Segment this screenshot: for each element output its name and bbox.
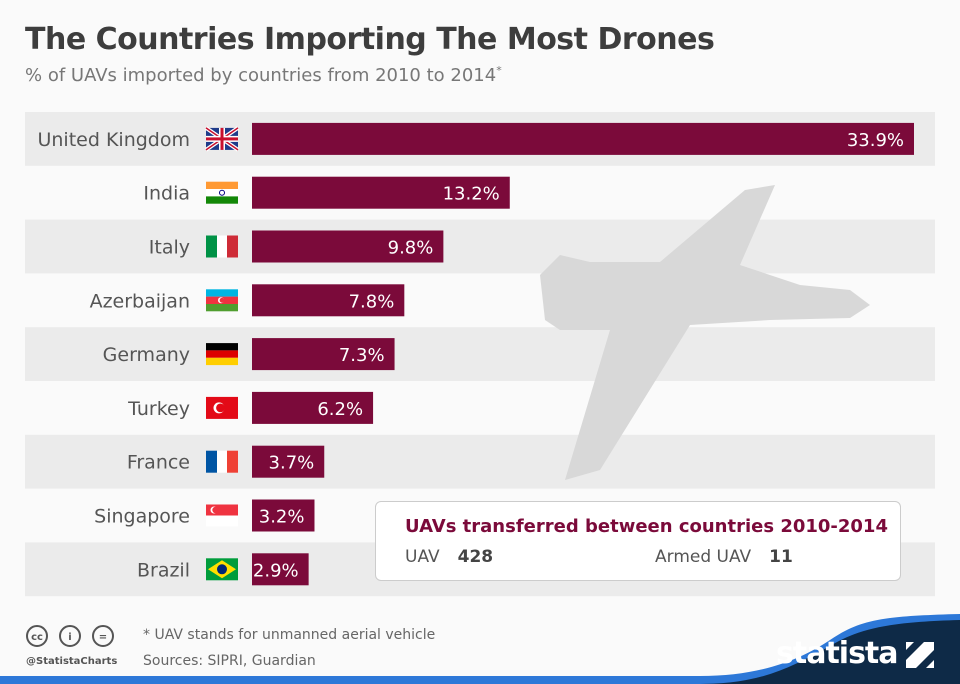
cc-icon: cc [26,625,48,647]
data-label: 3.2% [259,507,305,528]
data-label: 9.8% [388,238,434,259]
row-stripe [25,434,935,489]
germany-flag-icon [206,343,238,366]
bar [252,338,395,371]
category-label: Italy [149,237,190,259]
data-label: 7.8% [349,291,395,312]
bar [252,499,315,532]
bar [252,284,405,317]
bar [252,122,914,155]
turkey-flag-icon [206,396,238,419]
statista-logo-icon [906,642,934,668]
uav-label: UAV [405,547,440,567]
info-box-title: UAVs transferred between countries 2010-… [405,516,888,537]
info-box: UAVs transferred between countries 2010-… [375,501,901,581]
data-label: 7.3% [339,345,385,366]
azerbaijan-flag-icon [206,289,238,312]
uav-stat: UAV 428 [405,547,493,567]
data-label: 33.9% [847,130,904,151]
bar [252,391,374,424]
bar [252,176,510,209]
footer-band [0,620,960,684]
bar [252,553,309,586]
category-label: Singapore [94,506,190,528]
row-stripe [25,219,935,274]
drone-silhouette [540,185,870,480]
india-flag-icon [206,181,238,204]
no-derivatives-icon: = [92,625,114,647]
france-flag-icon [206,450,238,473]
row-stripe [25,327,935,381]
data-label: 2.9% [253,560,299,581]
chart-title: The Countries Importing The Most Drones [25,22,715,57]
data-label: 3.7% [269,453,315,474]
category-label: Germany [103,344,190,366]
armed-uav-value: 11 [769,547,793,567]
sources: Sources: SIPRI, Guardian [143,653,316,669]
category-label: Brazil [137,559,190,581]
category-label: India [143,183,190,205]
bar [252,445,325,478]
data-label: 13.2% [443,184,500,205]
data-label: 6.2% [317,399,363,420]
statista-logo[interactable]: statista [776,636,899,671]
singapore-flag-icon [206,504,238,527]
category-label: United Kingdom [37,129,190,151]
category-label: Turkey [127,398,190,420]
attribution-icon: i [59,625,81,647]
armed-uav-label: Armed UAV [655,547,752,567]
uav-value: 428 [457,547,494,567]
armed-uav-stat: Armed UAV 11 [655,547,793,567]
bar [252,230,444,263]
subtitle-text: % of UAVs imported by countries from 201… [25,65,497,86]
subtitle-footnote-mark: * [496,64,502,77]
brazil-flag-icon [206,558,238,581]
chart-subtitle: % of UAVs imported by countries from 201… [25,64,502,86]
twitter-handle[interactable]: @StatistaCharts [26,656,118,667]
category-label: France [127,452,190,474]
footnote: * UAV stands for unmanned aerial vehicle [143,627,436,643]
italy-flag-icon [206,235,238,258]
category-label: Azerbaijan [90,290,190,312]
uk-flag-icon [204,126,240,152]
